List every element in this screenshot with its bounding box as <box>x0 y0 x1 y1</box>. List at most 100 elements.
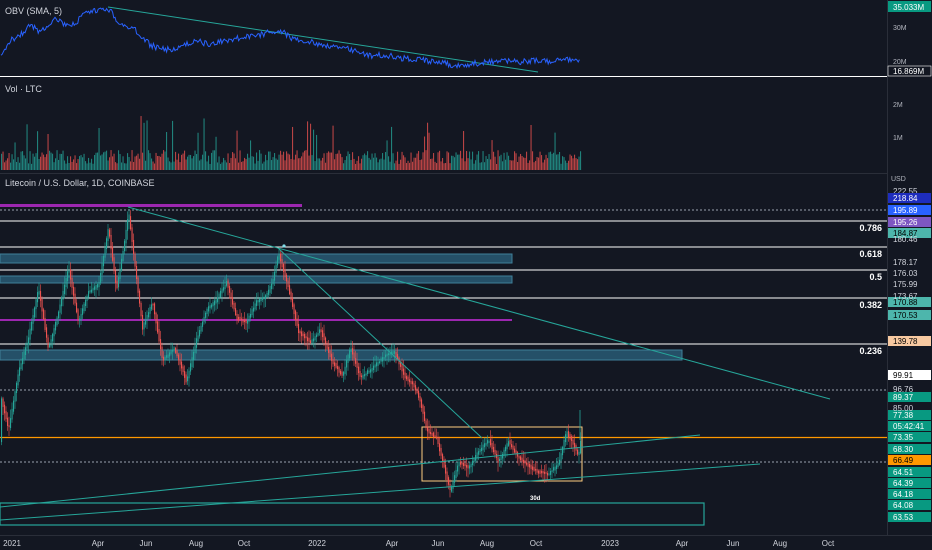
volume-bar <box>203 118 205 170</box>
price-badge-text: 89.37 <box>893 393 914 402</box>
volume-bar <box>61 153 63 170</box>
candle-body <box>260 297 262 302</box>
candle-body <box>307 337 309 342</box>
candle-body <box>131 227 133 242</box>
volume-bar <box>383 159 385 170</box>
candle-body <box>412 381 414 385</box>
candle-body <box>226 281 228 286</box>
candle-body <box>427 427 429 432</box>
volume-bar <box>202 154 204 170</box>
volume-bar <box>422 152 424 170</box>
volume-bar <box>491 140 493 170</box>
volume-bar <box>92 163 94 170</box>
range-box[interactable] <box>421 426 583 482</box>
zone-bottom-outline[interactable] <box>0 502 705 526</box>
volume-bar <box>103 152 105 170</box>
volume-bar <box>331 152 333 170</box>
volume-bar <box>205 151 207 170</box>
candle-body <box>8 425 10 428</box>
axis-label-180: 180.46 <box>893 235 918 244</box>
candle-body <box>238 316 240 321</box>
time-axis[interactable]: 2021 Apr Jun Aug Oct 2022 Apr Jun Aug Oct 2023 Apr J… <box>0 535 932 550</box>
zone-1[interactable] <box>0 253 513 264</box>
candle-body <box>34 307 36 318</box>
volume-bar <box>571 155 573 170</box>
candle-body <box>271 283 273 290</box>
candle-body <box>4 404 6 414</box>
volume-bar <box>143 122 145 170</box>
volume-bar <box>155 152 157 170</box>
candle-body <box>482 444 484 451</box>
price-badge-bg <box>888 336 931 346</box>
volume-bar <box>440 161 442 170</box>
candle-body <box>547 473 549 476</box>
price-badge-text: 05:42:41 <box>893 422 925 431</box>
candle-body <box>107 229 109 241</box>
trendline-ascending-upper[interactable] <box>0 434 701 508</box>
candle-body <box>190 363 192 372</box>
volume-bar <box>221 162 223 170</box>
volume-bar <box>551 153 553 170</box>
volume-bar <box>239 150 241 170</box>
purple-level-mid[interactable] <box>0 319 512 321</box>
trendline-ascending-lower[interactable] <box>0 463 761 521</box>
candle-body <box>497 457 499 463</box>
obv-line <box>0 7 580 70</box>
volume-bar <box>484 162 486 170</box>
volume-bar <box>113 153 115 170</box>
candle-body <box>424 411 426 421</box>
trendline-anchor[interactable] <box>282 244 286 248</box>
candle-body <box>562 446 564 456</box>
candle-body <box>257 299 259 303</box>
candle-body <box>284 269 286 278</box>
candle-body <box>392 350 394 355</box>
candle-body <box>517 452 519 457</box>
volume-bar <box>323 153 325 170</box>
volume-bar <box>370 159 372 170</box>
candle-body <box>184 371 186 378</box>
volume-bar <box>316 134 318 170</box>
purple-level-top[interactable] <box>0 204 302 207</box>
candle-body <box>470 463 472 468</box>
trendline-descending-long[interactable] <box>127 206 831 400</box>
candle-body <box>382 357 384 362</box>
obv-trendline[interactable] <box>107 6 539 73</box>
price-badge-bg <box>888 444 931 454</box>
candle-body <box>76 302 78 313</box>
volume-bar <box>284 160 286 170</box>
candle-body <box>493 446 495 453</box>
candle-body <box>182 366 184 373</box>
volume-bar <box>149 153 151 170</box>
candle-body <box>445 464 447 474</box>
zone-2[interactable] <box>0 275 513 284</box>
volume-bar <box>20 151 22 170</box>
candle-body <box>20 363 22 370</box>
zone-3[interactable] <box>0 349 683 361</box>
candle-body <box>340 370 342 375</box>
candle-body <box>355 358 357 364</box>
candle-body <box>71 277 73 288</box>
volume-bar <box>38 159 40 170</box>
volume-pane[interactable]: Vol · LTC <box>0 84 887 174</box>
volume-bar <box>512 160 514 170</box>
volume-bar <box>565 160 567 170</box>
price-pane[interactable]: Litecoin / U.S. Dollar, 1D, COINBASE 0 <box>0 178 887 526</box>
volume-bar <box>428 132 430 170</box>
candle-body <box>524 460 526 464</box>
right-axis[interactable]: 35.033M 30M 20M 16.869M 2M 1M USD 222.55… <box>887 0 932 536</box>
volume-bar <box>14 142 16 170</box>
time-axis-label: Jun <box>140 539 153 548</box>
volume-bar <box>529 160 531 170</box>
price-badge: 170.53 <box>888 310 931 320</box>
trendline-descending-short[interactable] <box>277 247 483 439</box>
volume-bar <box>391 126 393 170</box>
volume-bar <box>556 154 558 170</box>
candle-body <box>296 318 298 326</box>
candle-body <box>19 367 21 376</box>
volume-bar <box>362 155 364 170</box>
volume-bar <box>401 151 403 170</box>
candle-body <box>514 448 516 453</box>
obv-pane[interactable]: OBV (SMA, 5) <box>0 6 887 77</box>
candle-body <box>374 364 376 368</box>
